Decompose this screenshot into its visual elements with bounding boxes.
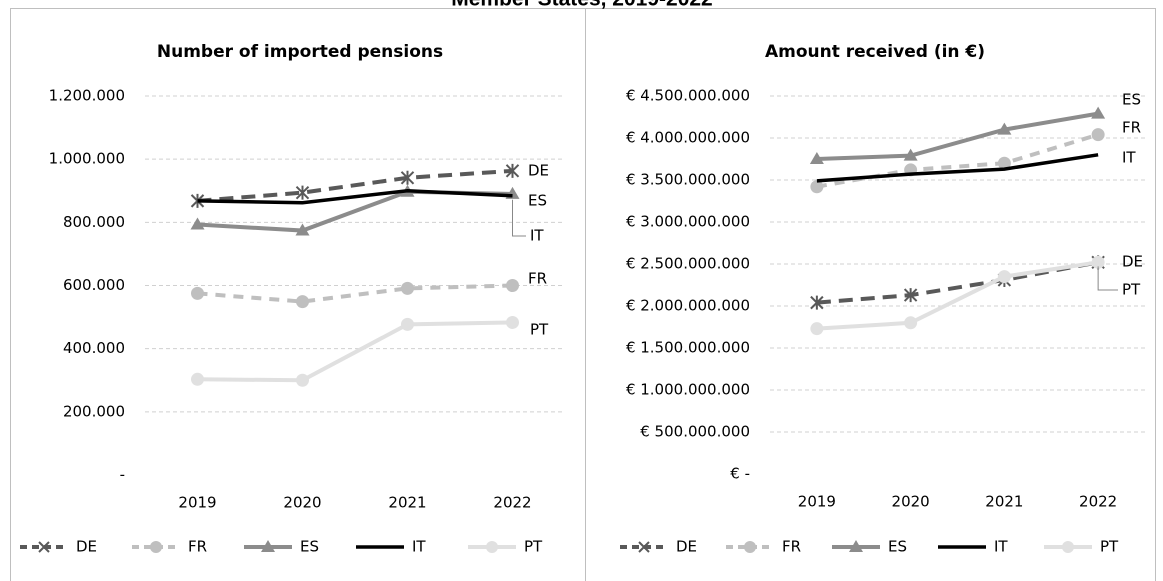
x-tick-label: 2021 — [985, 493, 1023, 511]
end-label: FR — [1122, 119, 1141, 137]
legend-marker — [150, 541, 162, 553]
end-label: IT — [530, 227, 544, 245]
legend-label: DE — [676, 538, 697, 556]
series-line — [816, 153, 1099, 183]
point-marker — [505, 163, 520, 178]
leader-line — [512, 199, 526, 237]
y-tick-label: € 4.500.000.000 — [626, 87, 750, 105]
legend-marker — [1062, 541, 1074, 553]
end-label: DE — [528, 162, 549, 180]
x-tick-label: 2020 — [892, 493, 930, 511]
series-line — [816, 111, 1099, 161]
legend-label: IT — [994, 538, 1008, 556]
series-line — [816, 132, 1099, 189]
chart-title: Amount received (in €) — [765, 42, 985, 62]
point-marker — [296, 295, 309, 309]
legend-label: FR — [188, 538, 207, 556]
y-tick-label: 1.200.000 — [49, 87, 125, 105]
y-tick-label: € 1.500.000.000 — [626, 339, 750, 357]
point-marker — [904, 316, 918, 330]
y-tick-label: € 1.000.000.000 — [626, 381, 750, 399]
point-marker — [997, 156, 1011, 170]
legend-marker — [261, 540, 275, 552]
end-label: ES — [528, 192, 547, 210]
point-marker — [401, 281, 414, 295]
point-marker — [191, 372, 204, 386]
x-tick-label: 2021 — [388, 494, 426, 512]
point-marker — [191, 286, 204, 300]
point-marker — [810, 322, 824, 336]
y-tick-label: 400.000 — [63, 339, 125, 357]
legend-label: DE — [76, 538, 97, 556]
x-tick-label: 2020 — [283, 494, 321, 512]
x-tick-label: 2019 — [178, 494, 216, 512]
legend-label: FR — [782, 538, 801, 556]
end-label: PT — [530, 321, 549, 339]
legend-label: PT — [524, 538, 543, 556]
legend-marker — [638, 541, 650, 553]
point-marker — [295, 185, 310, 200]
panel-border — [585, 8, 1156, 581]
y-tick-label: 200.000 — [63, 402, 125, 420]
legend-marker — [744, 541, 756, 553]
page-title: Member States, 2019-2022 — [451, 0, 713, 11]
legend-label: ES — [300, 538, 319, 556]
end-label: DE — [1122, 253, 1143, 271]
point-marker — [1091, 106, 1106, 119]
y-tick-label: € 2.000.000.000 — [626, 297, 750, 315]
point-marker — [809, 152, 824, 164]
series-line — [816, 260, 1099, 331]
y-tick-label: € 500.000.000 — [640, 423, 750, 441]
series-line — [197, 188, 513, 205]
y-tick-label: € 3.500.000.000 — [626, 171, 750, 189]
y-tick-label: - — [120, 466, 125, 484]
legend-marker — [486, 541, 498, 553]
y-tick-label: 600.000 — [63, 276, 125, 294]
end-label: ES — [1122, 91, 1141, 109]
end-label: FR — [528, 270, 547, 288]
x-tick-label: 2019 — [798, 493, 836, 511]
legend-label: IT — [412, 538, 426, 556]
point-marker — [296, 373, 309, 387]
point-marker — [506, 279, 519, 292]
legend-label: ES — [888, 538, 907, 556]
series-line — [197, 283, 513, 304]
legend-marker — [849, 540, 863, 552]
y-tick-label: 800.000 — [63, 213, 125, 231]
leader-line — [1097, 266, 1118, 291]
chart-title: Number of imported pensions — [157, 42, 443, 62]
point-marker — [810, 295, 824, 310]
y-tick-label: € 3.000.000.000 — [626, 213, 750, 231]
series-line — [197, 168, 513, 203]
series-line — [197, 320, 513, 383]
point-marker — [506, 315, 519, 329]
point-marker — [903, 288, 918, 303]
point-marker — [400, 170, 415, 185]
point-marker — [1091, 255, 1105, 269]
end-label: PT — [1122, 281, 1141, 299]
y-tick-label: € 4.000.000.000 — [626, 129, 750, 147]
legend-label: PT — [1100, 538, 1119, 556]
point-marker — [997, 122, 1012, 135]
x-tick-label: 2022 — [1079, 493, 1117, 511]
point-marker — [190, 217, 205, 230]
point-marker — [401, 317, 414, 331]
y-tick-label: € - — [730, 465, 750, 483]
point-marker — [1091, 128, 1105, 142]
x-tick-label: 2022 — [493, 494, 531, 512]
series-line — [816, 260, 1099, 305]
point-marker — [997, 270, 1011, 284]
y-tick-label: € 2.500.000.000 — [626, 255, 750, 273]
legend-marker — [38, 541, 50, 553]
point-marker — [810, 180, 824, 194]
point-marker — [903, 148, 918, 161]
point-marker — [295, 223, 310, 236]
end-label: IT — [1122, 149, 1136, 167]
y-tick-label: 1.000.000 — [49, 150, 125, 168]
